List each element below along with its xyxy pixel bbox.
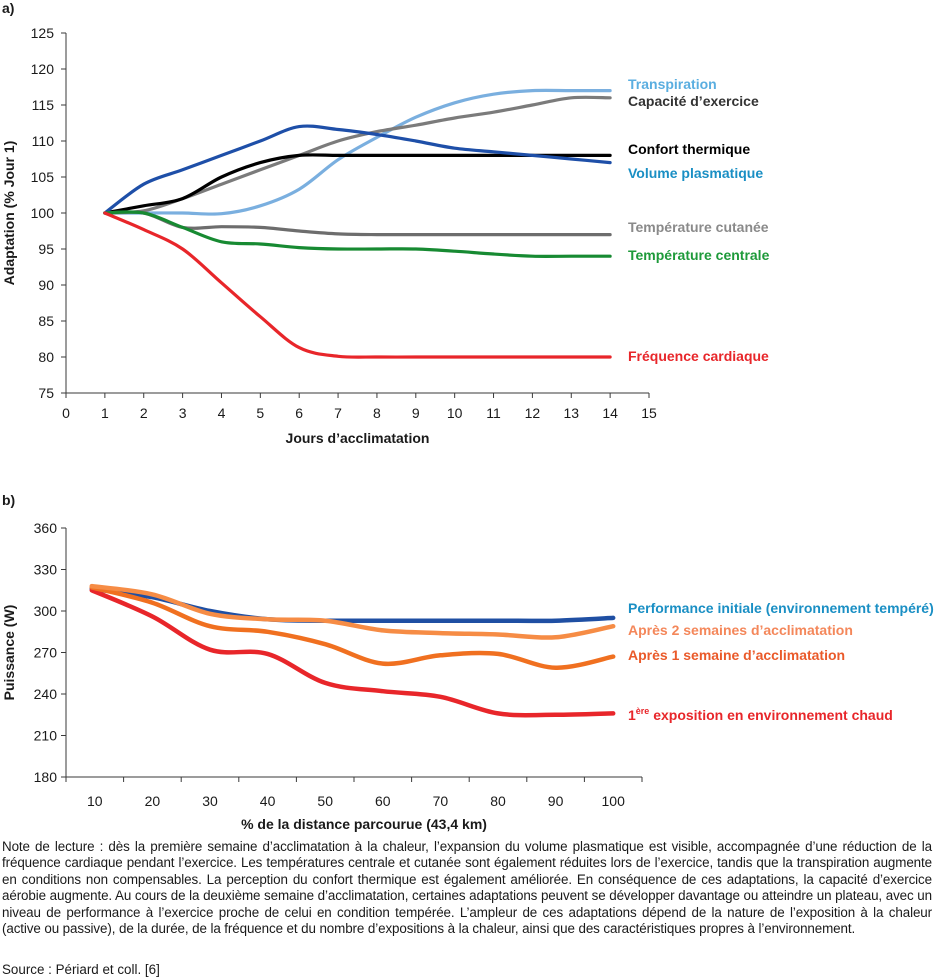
- legend-label: Volume plasmatique: [628, 165, 763, 181]
- legend-label: Température centrale: [628, 247, 770, 263]
- y-tick-label: 85: [38, 313, 54, 329]
- x-tick-label: 9: [412, 405, 420, 421]
- y-tick-label: 90: [38, 277, 54, 293]
- x-tick-label: 4: [218, 405, 226, 421]
- x-tick-label: 7: [334, 405, 342, 421]
- x-tick-label: 13: [563, 405, 579, 421]
- x-tick-label: 90: [548, 793, 564, 809]
- x-tick-label: 20: [145, 793, 161, 809]
- reading-note: Note de lecture : dès la première semain…: [2, 839, 932, 937]
- y-tick-label: 360: [34, 520, 58, 536]
- y-tick-label: 80: [38, 349, 54, 365]
- x-tick-label: 14: [602, 405, 618, 421]
- x-axis-title: Jours d’acclimatation: [286, 430, 430, 446]
- x-tick-label: 1: [101, 405, 109, 421]
- x-tick-label: 70: [433, 793, 449, 809]
- y-tick-label: 110: [32, 133, 55, 149]
- x-tick-label: 50: [317, 793, 333, 809]
- x-tick-label: 3: [179, 405, 187, 421]
- y-tick-label: 270: [34, 645, 58, 661]
- x-tick-label: 10: [87, 793, 103, 809]
- x-tick-label: 8: [373, 405, 381, 421]
- x-tick-label: 12: [525, 405, 541, 421]
- panel-a-label: a): [2, 0, 15, 16]
- panel-b-label: b): [2, 492, 16, 508]
- y-tick-label: 240: [34, 686, 58, 702]
- y-tick-label: 120: [31, 61, 55, 77]
- y-axis-title: Adaptation (% Jour 1): [1, 141, 17, 286]
- y-tick-label: 125: [31, 25, 55, 41]
- y-tick-label: 115: [32, 97, 55, 113]
- series-line: [89, 588, 616, 718]
- x-tick-label: 30: [202, 793, 218, 809]
- y-tick-label: 95: [38, 241, 54, 257]
- source-citation: Source : Périard et coll. [6]: [2, 962, 160, 977]
- x-tick-label: 15: [641, 405, 657, 421]
- x-tick-label: 100: [602, 793, 626, 809]
- y-tick-label: 75: [38, 385, 54, 401]
- y-tick-label: 180: [34, 769, 58, 785]
- legend-label: Confort thermique: [628, 141, 750, 157]
- legend-label: Après 2 semaines d’acclimatation: [628, 622, 853, 638]
- chart-b: 180 210 240 270 300 330 360 10 20 30 40 50 60 70 80 90 1…: [1, 520, 934, 832]
- series-line: [89, 585, 616, 670]
- legend-label: Capacité d’exercice: [628, 93, 759, 109]
- y-tick-label: 100: [31, 205, 55, 221]
- series-line: [89, 586, 616, 624]
- legend-label: 1ère exposition en environnement chaud: [628, 706, 893, 723]
- x-tick-label: 10: [447, 405, 463, 421]
- legend-label: Transpiration: [628, 76, 717, 92]
- series-line: [103, 124, 612, 215]
- x-tick-label: 2: [140, 405, 148, 421]
- y-tick-label: 330: [34, 562, 58, 578]
- x-tick-label: 40: [260, 793, 276, 809]
- x-axis-title: % de la distance parcourue (43,4 km): [241, 816, 487, 832]
- x-tick-label: 80: [490, 793, 506, 809]
- series-line: [103, 210, 612, 258]
- x-tick-label: 5: [256, 405, 264, 421]
- x-tick-label: 0: [62, 405, 70, 421]
- series-line: [103, 88, 612, 216]
- y-axis-title: Puissance (W): [1, 605, 17, 701]
- y-tick-label: 210: [34, 728, 58, 744]
- legend-label: Température cutanée: [628, 219, 769, 235]
- legend-label: Fréquence cardiaque: [628, 348, 769, 364]
- series-line: [103, 211, 612, 359]
- y-tick-label: 105: [31, 169, 55, 185]
- legend-label: Performance initiale (environnement temp…: [628, 600, 934, 616]
- series-line: [89, 583, 616, 640]
- x-tick-label: 60: [375, 793, 391, 809]
- y-tick-label: 300: [34, 603, 58, 619]
- legend-label: Après 1 semaine d’acclimatation: [628, 647, 845, 663]
- x-tick-label: 6: [295, 405, 303, 421]
- x-tick-label: 11: [486, 405, 501, 421]
